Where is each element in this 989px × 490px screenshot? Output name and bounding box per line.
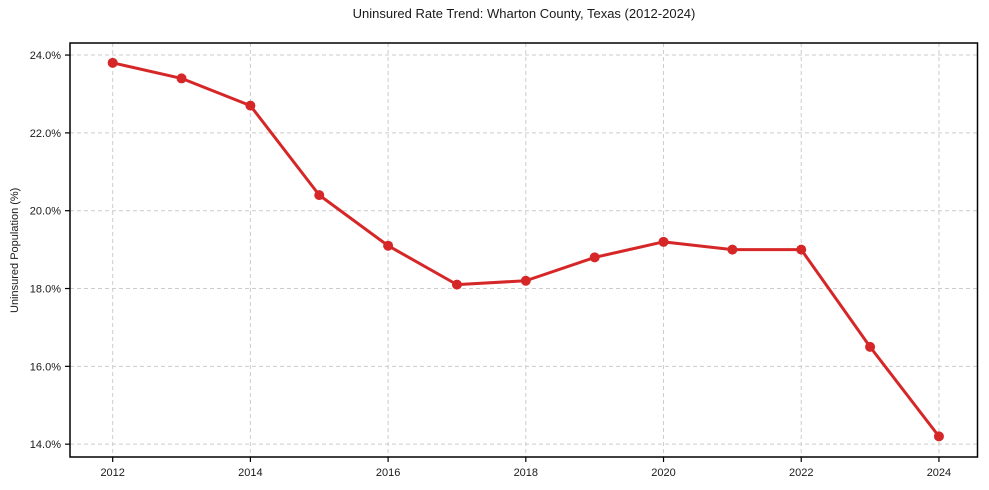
y-tick-label: 14.0% [30,439,61,451]
data-point [589,252,600,263]
series-uninsured-rate [107,57,944,442]
x-tick-label: 2018 [514,467,538,479]
y-tick-label: 24.0% [30,50,61,62]
data-point [107,57,118,68]
x-tick-label: 2014 [238,467,262,479]
y-tick-label: 18.0% [30,284,61,296]
y-tick-label: 22.0% [30,128,61,140]
data-point [727,244,738,255]
data-point [383,240,394,251]
x-tick-label: 2020 [651,467,675,479]
data-point [245,100,256,111]
x-axis-ticks: 2012 2014 2016 2018 2020 2022 2024 [100,457,951,479]
y-axis-ticks: 14.0% 16.0% 18.0% 20.0% 22.0% 24.0% [30,50,70,451]
x-tick-label: 2022 [789,467,813,479]
chart-title: Uninsured Rate Trend: Wharton County, Te… [352,6,696,21]
data-point [865,341,876,352]
data-point [933,431,944,442]
data-point [658,236,669,247]
y-tick-label: 16.0% [30,361,61,373]
x-tick-label: 2024 [927,467,951,479]
x-tick-label: 2012 [100,467,124,479]
gridlines [70,43,978,457]
data-point [520,275,531,286]
data-point [451,279,462,290]
data-point [176,73,187,84]
plot-border [69,42,979,458]
data-point [314,190,325,201]
x-tick-label: 2016 [376,467,400,479]
data-point [796,244,807,255]
y-tick-label: 20.0% [30,206,61,218]
